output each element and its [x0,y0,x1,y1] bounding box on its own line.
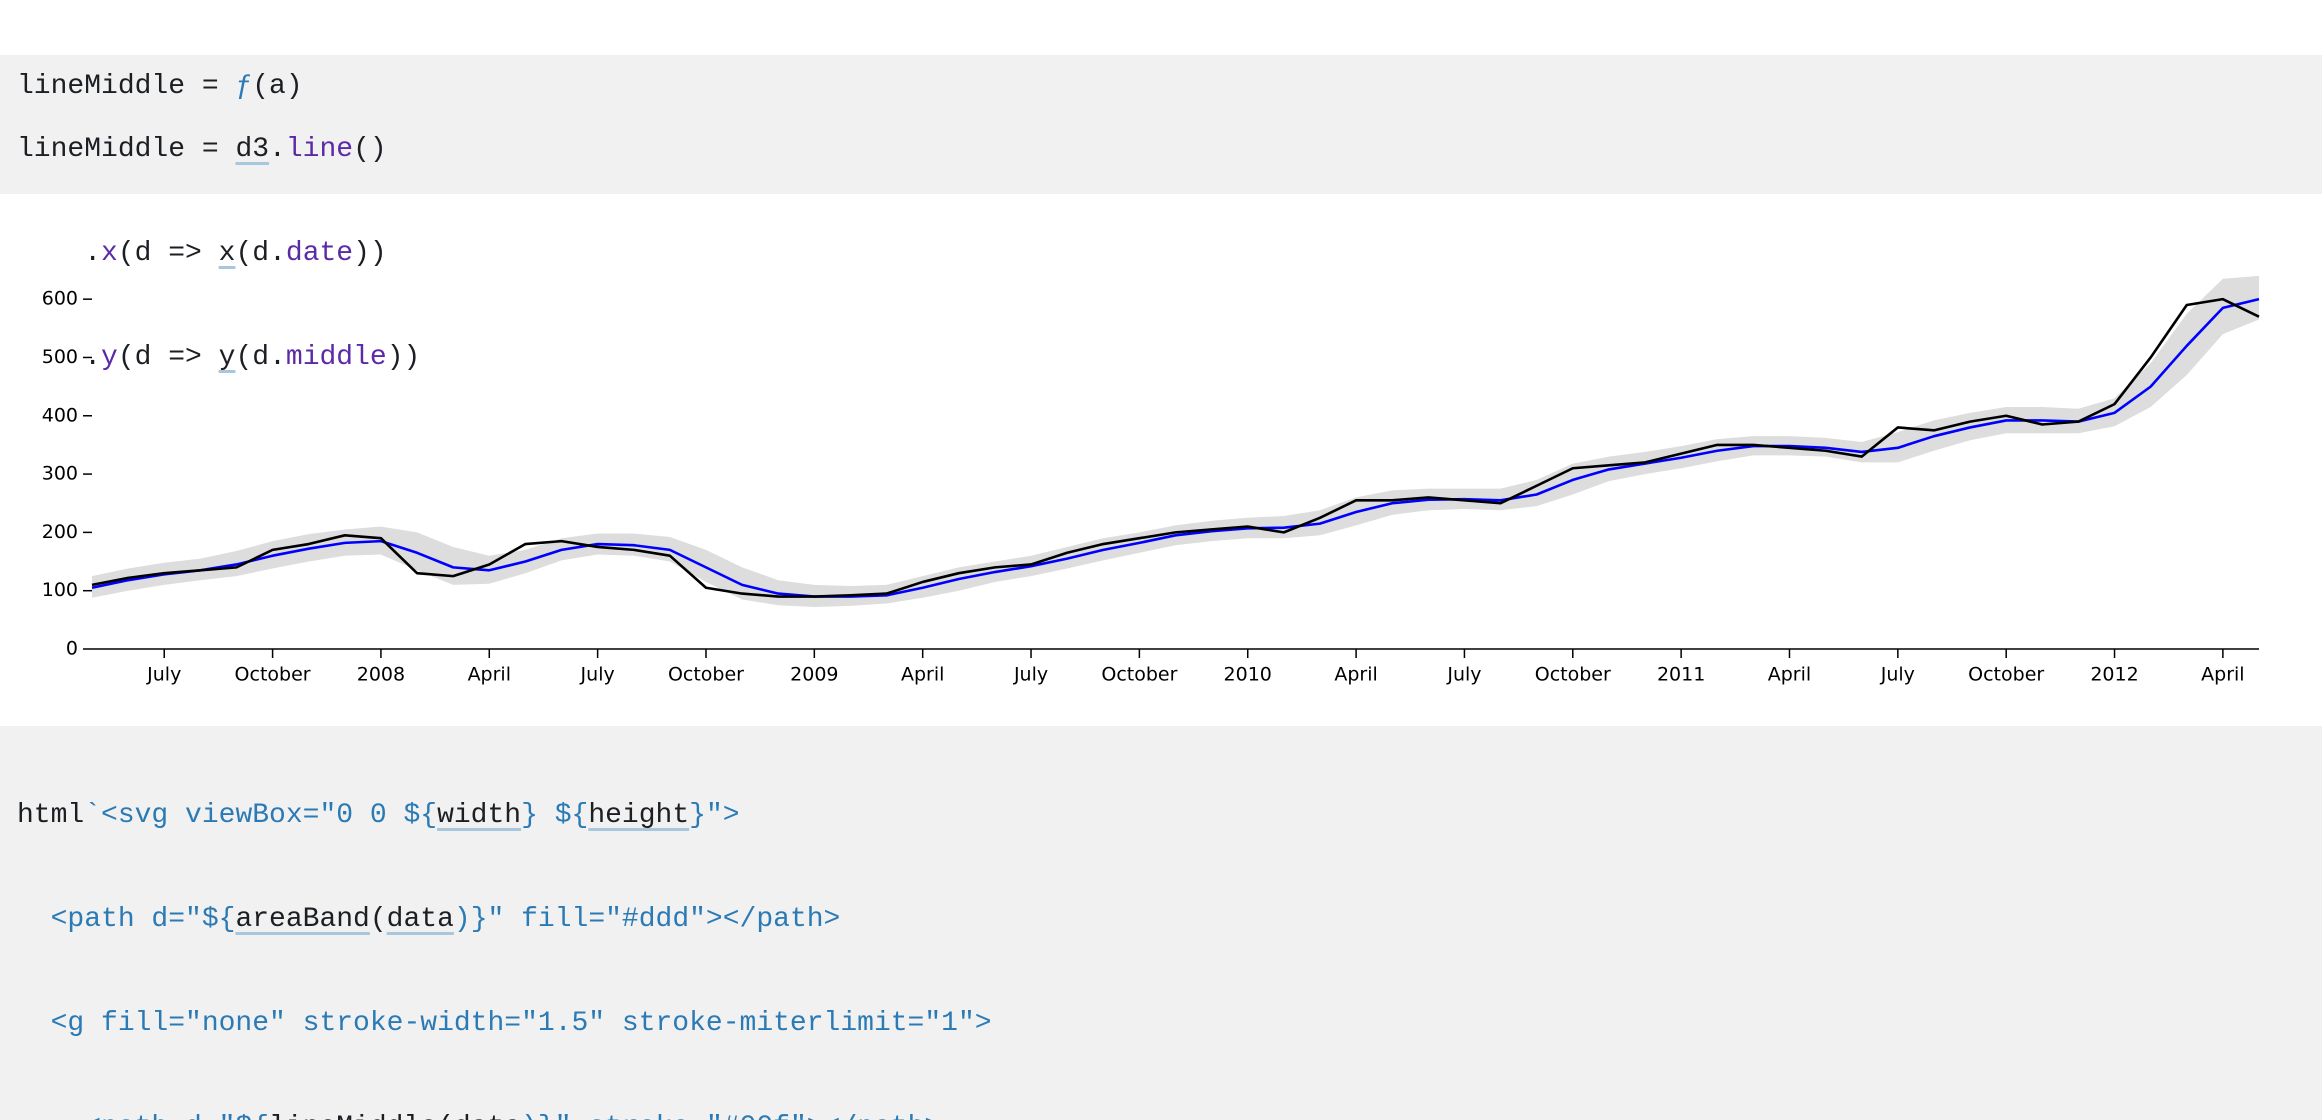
code-line: <g fill="none" stroke-width="1.5" stroke… [0,1003,2322,1045]
code-token: (d => [117,238,219,269]
code-token: lineMiddle = [17,71,236,102]
chart: 0 100 200 300 400 500 600 July October 2008 April J… [42,275,2260,686]
code-token: lineMiddle [269,1112,437,1120]
code-token: middle [285,342,387,373]
x-tick-label: July [1013,664,1048,686]
x-tick-label: April [1768,664,1811,686]
code-token: d3 [235,134,270,165]
code-line: .x(d => x(d.date)) [0,233,2322,275]
code-token: . [17,342,102,373]
code-line: lineMiddle = ƒ(a) [0,62,2322,112]
y-tick-label: 300 [42,463,78,485]
code-token: <g fill="none" stroke-width="1.5" stroke… [17,1008,992,1039]
x-tick-label: 2010 [1224,664,1272,686]
code-token: (d. [235,238,286,269]
series-line [91,297,2260,598]
code-line: <path d="${lineMiddle(data)}" stroke="#0… [0,1107,2322,1120]
code-token: x [218,238,236,269]
code-token: html [17,800,85,831]
x-tick-label: 2009 [790,664,838,686]
code-token: . [269,134,286,165]
code-token: (a) [252,71,303,102]
code-token: () [353,134,387,165]
code-token: )) [386,342,421,373]
x-tick-label: 2011 [1657,664,1705,686]
code-token: <path d="${ [17,1112,269,1120]
code-token: } ${ [521,800,589,831]
code-line: .y(d => y(d.middle)) [0,337,2322,379]
code-token: data [454,1112,521,1120]
x-tick-label: July [580,664,615,686]
x-tick-label: July [1446,664,1481,686]
x-tick-label: April [2201,664,2244,686]
code-cell: html`<svg viewBox="0 0 ${width} ${height… [0,726,2322,1120]
code-token: }"> [689,800,740,831]
x-tick-label: April [1334,664,1377,686]
y-tick-label: 200 [42,521,78,543]
y-tick-label: 400 [42,404,78,426]
x-tick-label: October [1968,664,2044,686]
code-token: width [437,800,522,831]
x-tick-label: April [468,664,511,686]
chart-output: 0 100 200 300 400 500 600 July October 2008 April J… [0,194,2322,726]
code-token: ( [369,904,387,935]
code-token: `<svg viewBox="0 0 ${ [84,800,438,831]
code-token: )) [353,238,387,269]
x-tick-label: October [1535,664,1611,686]
code-token: y [218,342,236,373]
code-line: lineMiddle = d3.line() [0,129,2322,171]
x-tick-label: July [1880,664,1915,686]
cell-name: lineMiddle = ƒ(a) [0,0,2322,102]
x-tick-label: October [1101,664,1177,686]
code-token: . [17,238,102,269]
code-line: html`<svg viewBox="0 0 ${width} ${height… [0,795,2322,837]
code-line: <path d="${areaBand(data)}" fill="#ddd">… [0,899,2322,941]
code-token: )}" fill="#ddd"></path> [453,904,841,935]
code-cell: lineMiddle = d3.line() .x(d => x(d.date)… [0,55,2322,373]
code-token: x [101,238,118,269]
x-tick-label: 2008 [357,664,405,686]
x-tick-label: July [146,664,181,686]
code-token: (d. [235,342,286,373]
code-token: areaBand [235,904,370,935]
code-token: )}" stroke="#00f"></path> [521,1112,941,1120]
x-tick-label: 2012 [2090,664,2138,686]
code-token: ƒ [235,71,253,102]
code-token: date [285,238,354,269]
code-token: line [285,134,354,165]
code-token: y [101,342,118,373]
x-tick-label: October [668,664,744,686]
code-token: data [386,904,454,935]
y-tick-label: 0 [66,638,78,660]
code-token: ( [437,1112,454,1120]
y-tick-label: 500 [42,346,78,368]
band-area [92,275,2259,608]
y-tick-label: 100 [42,579,78,601]
code-token: lineMiddle = [17,134,236,165]
code-token: <path d="${ [17,904,236,935]
y-tick-label: 600 [42,288,78,310]
code-token: height [588,800,690,831]
x-tick-label: October [235,664,311,686]
code-token: (d => [117,342,219,373]
series-line [91,297,2260,598]
x-tick-label: April [901,664,944,686]
